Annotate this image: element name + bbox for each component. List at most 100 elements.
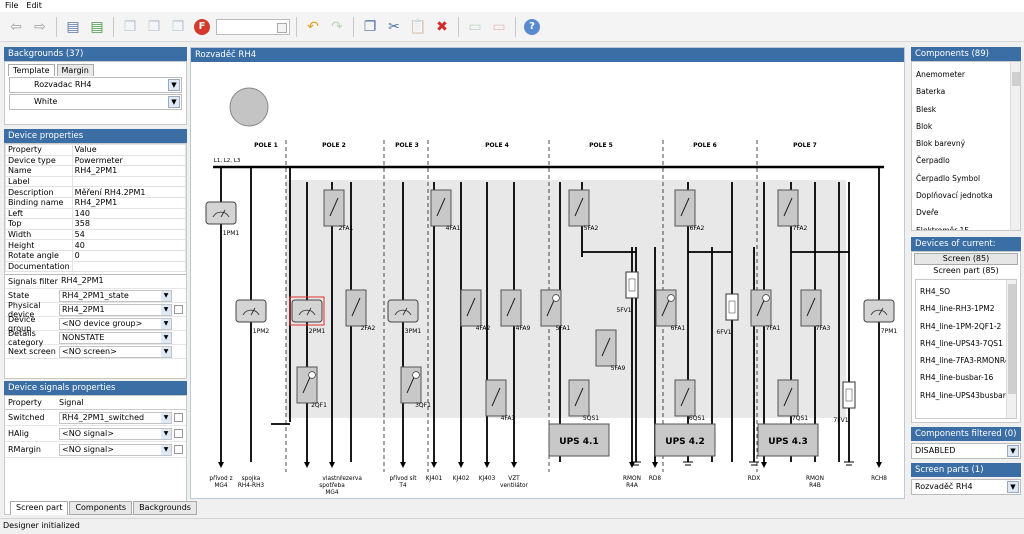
- property-row[interactable]: Top 358: [5, 218, 187, 230]
- property-row[interactable]: Label: [5, 175, 187, 188]
- property-row[interactable]: Documentation: [5, 260, 187, 273]
- property-row[interactable]: Device type Powermeter: [5, 154, 187, 167]
- cut-icon[interactable]: ✂: [388, 18, 400, 35]
- property-row[interactable]: Name RH4_2PM1: [5, 165, 187, 177]
- device-group-select[interactable]: <NO device group> ▼: [59, 317, 172, 330]
- components-filtered-select[interactable]: DISABLED ▼: [911, 443, 1021, 459]
- align-right-icon[interactable]: ▭: [492, 18, 506, 35]
- stop-red-icon[interactable]: F: [192, 17, 212, 37]
- toolbar-combo[interactable]: [216, 18, 290, 35]
- switch-contact: [783, 197, 793, 217]
- list-item[interactable]: RH4_SO: [920, 287, 951, 296]
- list-item[interactable]: Blesk: [916, 104, 937, 114]
- signal-select[interactable]: <NO signal> ▼: [59, 427, 172, 440]
- list-item[interactable]: Baterka: [916, 87, 946, 97]
- property-value[interactable]: Powermeter: [71, 154, 187, 167]
- screen-part-button[interactable]: Screen part (85): [914, 266, 1018, 278]
- paste-icon[interactable]: 📋: [409, 18, 427, 35]
- list-item[interactable]: Čerpadlo: [916, 156, 950, 166]
- property-name: Height: [5, 239, 73, 251]
- help-icon[interactable]: ?: [522, 17, 542, 37]
- copy-page-icon[interactable]: ❐: [123, 18, 137, 35]
- signals-header-row: Property Signal: [5, 396, 186, 410]
- chevron-down-icon: ▼: [1007, 445, 1019, 457]
- forward-arrow-icon[interactable]: ⇨: [34, 18, 46, 35]
- switch-contact: [351, 297, 361, 317]
- details-category-select[interactable]: NONSTATE ▼: [59, 331, 172, 344]
- copy-icon[interactable]: ❐: [363, 18, 377, 35]
- list-item[interactable]: RH4_line-RH3-1PM2: [920, 304, 995, 314]
- switch-device-2qf1: [296, 366, 318, 404]
- redo-icon[interactable]: ↷: [331, 18, 343, 35]
- property-row[interactable]: Rotate angle 0: [5, 249, 187, 262]
- signal-row: Switched RH4_2PM1_switched ▼: [5, 410, 186, 426]
- property-value[interactable]: [71, 175, 187, 188]
- database-add-icon[interactable]: ▤: [66, 18, 80, 35]
- menu-file[interactable]: File: [5, 1, 19, 10]
- tab-components[interactable]: Components: [69, 501, 133, 515]
- property-value[interactable]: Měření RH4.2PM1: [71, 186, 187, 198]
- schematic-diagram[interactable]: POLE 1 POLE 2 POLE 3 POLE 4 POLE 5 POLE 6 POLE…: [191, 62, 904, 498]
- property-value[interactable]: 0: [71, 249, 187, 262]
- property-row[interactable]: Binding name RH4_2PM1: [5, 196, 187, 209]
- property-value[interactable]: 358: [71, 218, 187, 230]
- signal-checkbox[interactable]: [174, 429, 183, 438]
- property-row[interactable]: Description Měření RH4.2PM1: [5, 186, 187, 198]
- signal-select[interactable]: RH4_2PM1_switched ▼: [59, 411, 172, 424]
- property-value[interactable]: 40: [71, 239, 187, 251]
- property-row[interactable]: Left 140: [5, 207, 187, 220]
- color-value: White: [34, 97, 58, 106]
- signal-checkbox[interactable]: [174, 445, 183, 454]
- property-value[interactable]: 140: [71, 207, 187, 220]
- property-row[interactable]: Height 40: [5, 239, 187, 251]
- tab-screen-part[interactable]: Screen part: [10, 501, 69, 515]
- switch-contact: [601, 337, 611, 357]
- screen-parts-select[interactable]: Rozvaděč RH4 ▼: [911, 479, 1021, 495]
- delete-icon[interactable]: ✖: [436, 18, 448, 35]
- scrollbar[interactable]: [1010, 62, 1020, 230]
- screen-button[interactable]: Screen (85): [914, 253, 1018, 265]
- list-item[interactable]: RH4_line-UPS43busbar-3: [920, 390, 1013, 400]
- next-screen-row: Next screen <NO screen> ▼: [5, 345, 186, 360]
- list-item[interactable]: Blok: [916, 121, 933, 131]
- list-item[interactable]: RH4_line-1PM-2QF1-2: [920, 321, 1002, 331]
- property-row[interactable]: Width 54: [5, 228, 187, 241]
- back-arrow-icon[interactable]: ⇦: [10, 18, 22, 35]
- physical-device-checkbox[interactable]: [174, 305, 183, 315]
- property-value[interactable]: [71, 260, 187, 273]
- list-item[interactable]: Čerpadlo Symbol: [916, 173, 981, 183]
- list-item[interactable]: RH4_line-7FA3-RMONR4B: [920, 356, 1015, 366]
- tab-backgrounds[interactable]: Backgrounds: [133, 501, 197, 515]
- powermeter-1pm2: [235, 299, 267, 323]
- state-select[interactable]: RH4_2PM1_state ▼: [59, 289, 172, 302]
- database-export-icon[interactable]: ▤: [90, 18, 104, 35]
- signal-checkbox[interactable]: [174, 413, 183, 422]
- list-item[interactable]: Anemometer: [916, 70, 965, 79]
- signals-filter-value[interactable]: RH4_2PM1: [59, 275, 184, 288]
- align-left-icon[interactable]: ▭: [468, 18, 482, 35]
- property-value[interactable]: RH4_2PM1: [71, 165, 187, 177]
- list-item[interactable]: RH4_line-UPS43-7QS1: [920, 338, 1003, 348]
- undo-icon[interactable]: ↶: [307, 18, 319, 35]
- duplicate-page-icon[interactable]: ❐: [171, 18, 185, 35]
- list-item[interactable]: RH4_line-busbar-16: [920, 373, 994, 383]
- paste-page-icon[interactable]: ❐: [147, 18, 161, 35]
- tab-template[interactable]: Template: [8, 64, 55, 76]
- physical-device-select[interactable]: RH4_2PM1 ▼: [59, 303, 172, 316]
- next-screen-select[interactable]: <NO screen> ▼: [59, 345, 172, 358]
- ups-body: [654, 423, 716, 457]
- signal-select[interactable]: <NO signal> ▼: [59, 443, 172, 456]
- menu-bar: File Edit: [0, 0, 1024, 12]
- list-item[interactable]: Elektroměr 1F: [916, 225, 969, 231]
- color-select[interactable]: White ▼: [9, 94, 182, 110]
- arrow-head-icon: [329, 462, 335, 468]
- tab-margin[interactable]: Margin: [56, 64, 94, 76]
- scrollbar[interactable]: [1006, 280, 1016, 418]
- property-value[interactable]: RH4_2PM1: [71, 196, 187, 209]
- list-item[interactable]: Doplňovací jednotka: [916, 191, 993, 201]
- list-item[interactable]: Blok barevný: [916, 139, 966, 149]
- property-value[interactable]: 54: [71, 228, 187, 241]
- list-item[interactable]: Dveře: [916, 208, 939, 218]
- menu-edit[interactable]: Edit: [26, 1, 42, 10]
- template-select[interactable]: Rozvadac RH4 ▼: [9, 77, 182, 93]
